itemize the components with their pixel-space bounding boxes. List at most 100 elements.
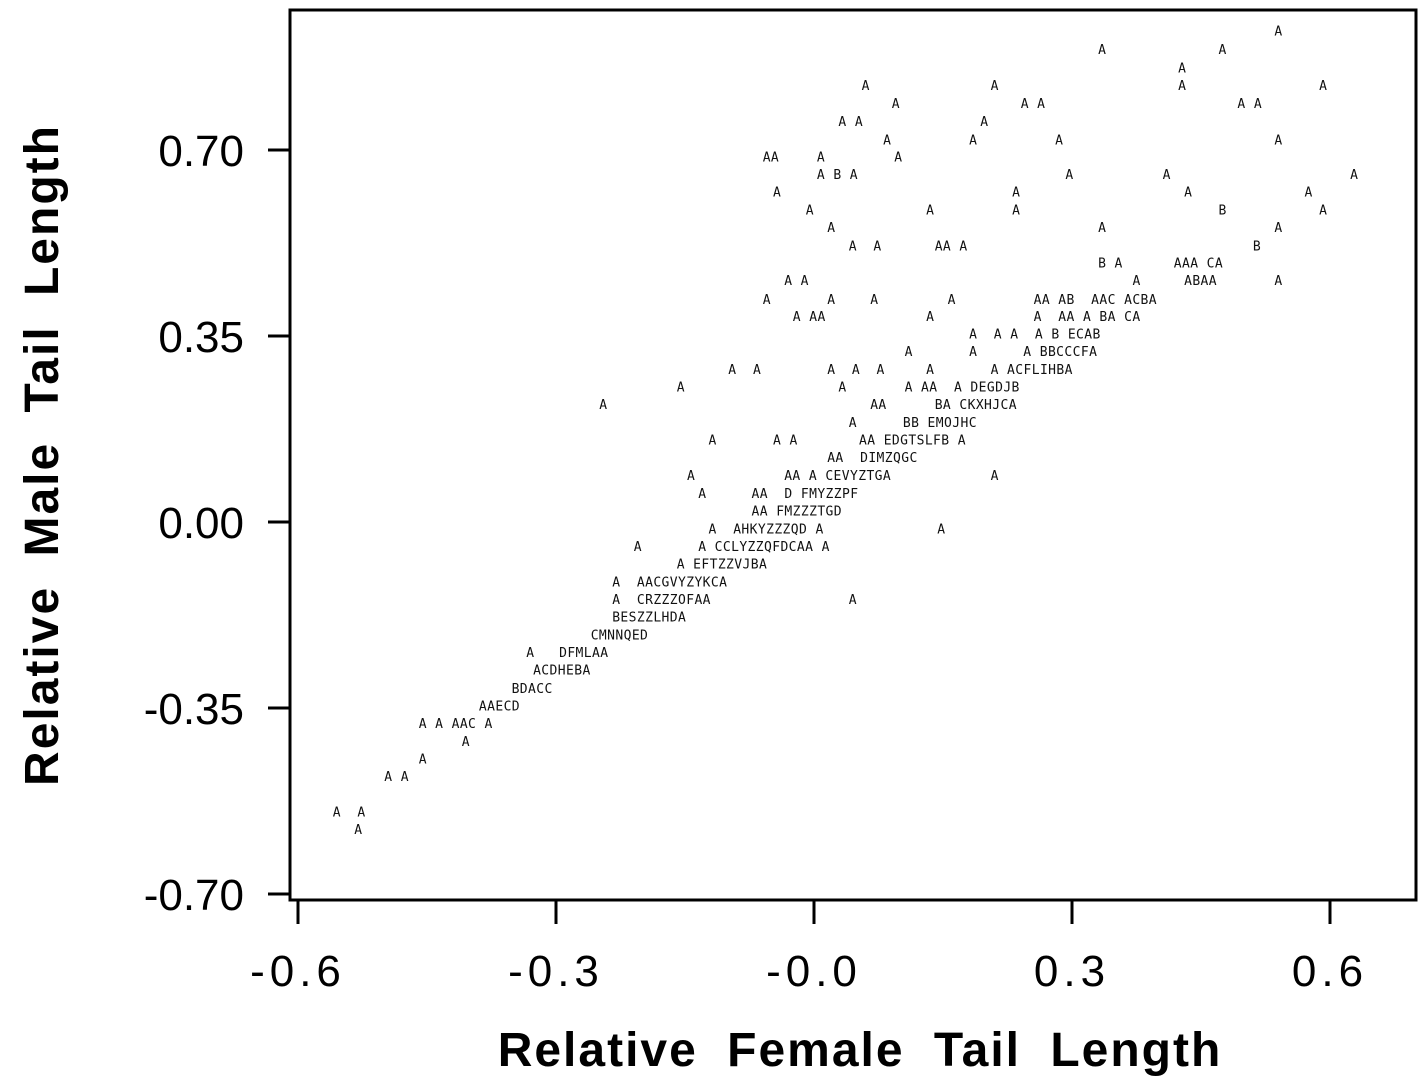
data-point-marks: BA CKXHJCA xyxy=(935,398,1017,413)
data-point-marks: A AA A BA CA xyxy=(1034,310,1141,325)
data-point-marks: A xyxy=(1012,185,1020,200)
data-point-marks: A xyxy=(838,380,846,395)
data-point-marks: ACDHEBA xyxy=(533,664,591,679)
data-point-marks: BESZZLHDA xyxy=(612,611,686,626)
data-point-marks: CMNNQED xyxy=(591,629,649,644)
data-point-marks: A xyxy=(773,185,781,200)
data-point-marks: A xyxy=(1305,185,1313,200)
data-point-marks: A xyxy=(1133,274,1141,289)
data-point-marks: A ACFLIHBA xyxy=(991,363,1073,378)
data-point-marks: A xyxy=(354,823,362,838)
data-point-marks: A A xyxy=(773,434,798,449)
data-point-marks: A xyxy=(1178,79,1186,94)
data-point-marks: A xyxy=(948,293,956,308)
data-point-marks: A A xyxy=(728,363,761,378)
data-point-marks: A A xyxy=(784,274,809,289)
data-point-marks: A xyxy=(1319,204,1327,219)
scatter-points: AA AAA A A AA A AA AA A AA A A AAA A AA B A A A AA A A AA… xyxy=(333,24,1359,838)
data-point-marks: B xyxy=(1253,240,1261,255)
y-tick-label: -0.70 xyxy=(144,871,244,920)
data-point-marks: A A xyxy=(333,806,366,821)
data-point-marks: A xyxy=(905,345,913,360)
data-point-marks: AA AB AAC ACBA xyxy=(1034,293,1157,308)
data-point-marks: A xyxy=(892,97,900,112)
data-point-marks: AA EDGTSLFB A xyxy=(859,434,966,449)
x-tick-label: -0.6 xyxy=(250,947,346,996)
data-point-marks: A A AAC A xyxy=(419,717,493,732)
data-point-marks: A A xyxy=(849,240,882,255)
data-point-marks: A xyxy=(926,310,934,325)
data-point-marks: A CCLYZZQFDCAA A xyxy=(698,540,830,555)
data-point-marks: A AA xyxy=(793,310,826,325)
data-point-marks: A A A xyxy=(827,363,885,378)
data-point-marks: A xyxy=(1098,221,1106,236)
data-point-marks: A AACGVYZYKCA xyxy=(612,576,727,591)
data-point-marks: A xyxy=(849,416,857,431)
y-tick-label: 0.70 xyxy=(158,127,244,176)
data-point-marks: A xyxy=(1219,43,1227,58)
data-point-marks: A xyxy=(462,735,470,750)
data-point-marks: AA xyxy=(763,150,779,165)
data-point-marks: A A xyxy=(384,770,409,785)
data-point-marks: A xyxy=(980,115,988,130)
data-point-marks: A xyxy=(926,204,934,219)
data-point-marks: A xyxy=(870,293,878,308)
data-point-marks: A CRZZZOFAA xyxy=(612,593,711,608)
data-point-marks: A xyxy=(677,380,685,395)
data-point-marks: A xyxy=(1065,168,1073,183)
data-point-marks: A xyxy=(827,221,835,236)
data-point-marks: AA A CEVYZTGA xyxy=(784,469,891,484)
x-axis-title: Relative Female Tail Length xyxy=(498,1024,1223,1077)
data-point-marks: A xyxy=(894,150,902,165)
data-point-marks: A xyxy=(698,487,706,502)
data-point-marks: A xyxy=(709,434,717,449)
data-point-marks: AA DIMZQGC xyxy=(827,451,918,466)
data-point-marks: A xyxy=(763,293,771,308)
data-point-marks: A xyxy=(827,293,835,308)
data-point-marks: A xyxy=(862,79,870,94)
x-tick-label: 0.3 xyxy=(1034,947,1110,996)
y-axis-title: Relative Male Tail Length xyxy=(16,124,69,786)
data-point-marks: AAA CA xyxy=(1174,257,1223,272)
x-tick-label: -0.0 xyxy=(766,947,862,996)
data-point-marks: A xyxy=(419,752,427,767)
data-point-marks: A B A xyxy=(817,168,858,183)
data-point-marks: BB EMOJHC xyxy=(903,416,977,431)
x-tick-label: -0.3 xyxy=(508,947,604,996)
y-tick-label: 0.00 xyxy=(158,499,244,548)
data-point-marks: A xyxy=(849,593,857,608)
data-point-marks: A xyxy=(1274,133,1282,148)
x-tick-label: 0.6 xyxy=(1292,947,1368,996)
data-point-marks: A xyxy=(1274,274,1282,289)
data-point-marks: A xyxy=(937,522,945,537)
x-axis-ticks: -0.6 -0.3 -0.0 0.3 0.6 xyxy=(250,900,1368,996)
data-point-marks: A A xyxy=(838,115,863,130)
data-point-marks: AA FMZZZTGD xyxy=(752,504,843,519)
data-point-marks: A xyxy=(969,345,977,360)
data-point-marks: A xyxy=(1055,133,1063,148)
data-point-marks: AA A xyxy=(935,240,968,255)
data-point-marks: A xyxy=(1098,43,1106,58)
data-point-marks: A xyxy=(991,79,999,94)
data-point-marks: B xyxy=(1219,204,1227,219)
data-point-marks: A xyxy=(634,540,642,555)
data-point-marks: A xyxy=(969,133,977,148)
data-point-marks: A DFMLAA xyxy=(526,646,608,661)
data-point-marks: A xyxy=(806,204,814,219)
data-point-marks: A xyxy=(1319,79,1327,94)
data-point-marks: A xyxy=(883,133,891,148)
data-point-marks: AA xyxy=(870,398,886,413)
data-point-marks: A xyxy=(1163,168,1171,183)
data-point-marks: A xyxy=(1178,62,1186,77)
data-point-marks: B A xyxy=(1098,257,1123,272)
data-point-marks: A EFTZZVJBA xyxy=(677,557,768,572)
data-point-marks: A xyxy=(599,398,607,413)
data-point-marks: A AA A DEGDJB xyxy=(905,380,1020,395)
data-point-marks: AA D FMYZZPF xyxy=(752,487,859,502)
data-point-marks: ABAA xyxy=(1184,274,1217,289)
data-point-marks: A xyxy=(1184,185,1192,200)
data-point-marks: A A xyxy=(1237,97,1262,112)
data-point-marks: A A A A B ECAB xyxy=(969,327,1101,342)
y-tick-label: -0.35 xyxy=(144,685,244,734)
